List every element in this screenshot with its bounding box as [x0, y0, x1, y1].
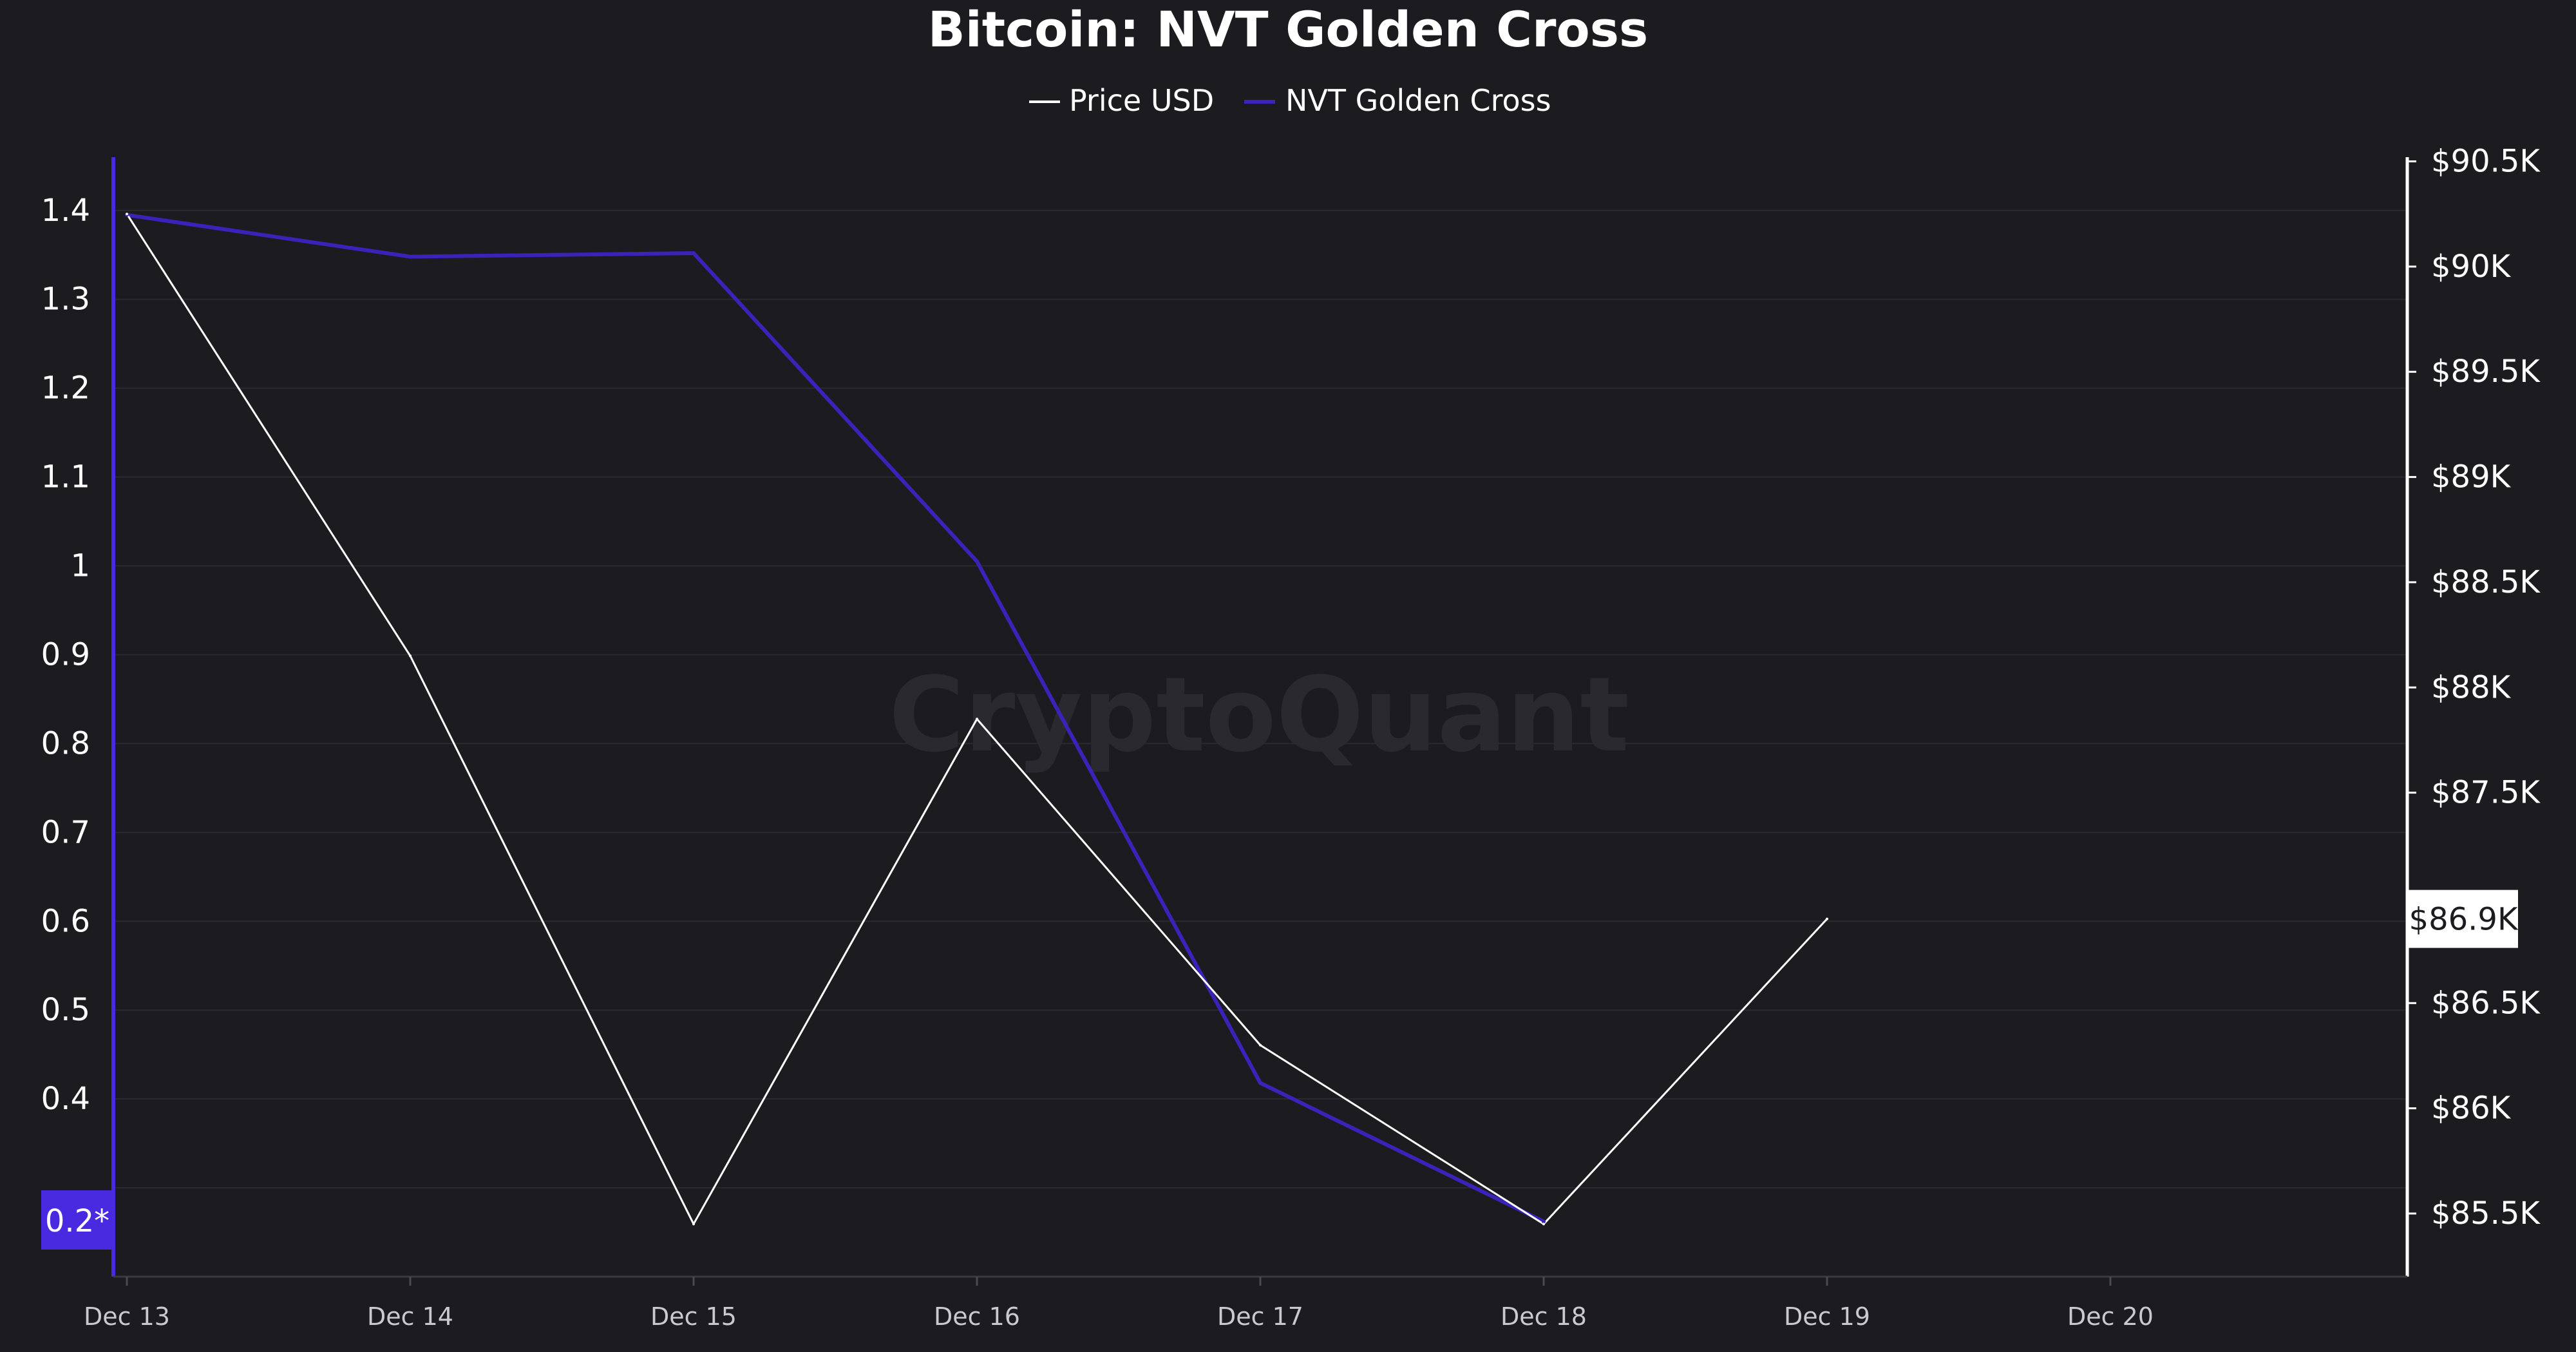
data-point-price: [692, 1223, 695, 1226]
data-point-nvt: [1258, 1081, 1262, 1085]
data-point-price: [1259, 1043, 1262, 1047]
y-left-tick-label: 0.5: [41, 992, 90, 1028]
data-point-nvt: [408, 254, 412, 259]
y-right-tick-label: $88.5K: [2431, 564, 2541, 600]
y-right-tick-label: $86K: [2431, 1090, 2512, 1127]
x-tick-label: Dec 13: [84, 1302, 170, 1331]
y-left-tick-label: 0.4: [41, 1081, 90, 1117]
y-left-tick-label: 1.4: [41, 193, 90, 229]
x-tick-label: Dec 19: [1784, 1302, 1870, 1331]
left-axis-badge-label: 0.2*: [45, 1203, 109, 1239]
y-left-tick-label: 0.6: [41, 903, 90, 939]
x-tick-label: Dec 20: [2067, 1302, 2154, 1331]
y-right-tick-label: $89K: [2431, 459, 2512, 495]
current-price-badge-label: $86.9K: [2409, 902, 2519, 938]
y-left-tick-label: 1.1: [41, 459, 90, 495]
legend-item-price[interactable]: Price USD: [1029, 83, 1214, 118]
x-tick-label: Dec 16: [934, 1302, 1020, 1331]
y-left-tick-label: 0.9: [41, 636, 90, 672]
x-tick-label: Dec 18: [1501, 1302, 1587, 1331]
data-point-price: [409, 654, 412, 658]
legend-label-price: Price USD: [1069, 83, 1214, 118]
data-point-price: [1826, 917, 1828, 920]
series-line-nvt: [126, 213, 1545, 1224]
data-point-nvt: [975, 559, 979, 564]
data-point-price: [976, 718, 978, 721]
data-point-nvt: [1542, 1219, 1546, 1224]
y-left-ticks: 1.4 1.3 1.2 1.1 1 0.9 0.8 0.7 0.6 0.5 0.4: [41, 193, 90, 1117]
x-tick-label: Dec 14: [367, 1302, 453, 1331]
y-left-tick-label: 0.7: [41, 814, 90, 850]
current-price-badge: $86.9K: [2409, 890, 2519, 948]
grid-lines: [113, 209, 2407, 1189]
y-right-tick-label: $89.5K: [2431, 354, 2541, 390]
legend-item-nvt[interactable]: NVT Golden Cross: [1244, 83, 1551, 118]
y-left-tick-label: 1.3: [41, 281, 90, 318]
left-axis-badge: 0.2*: [41, 1190, 113, 1250]
data-point-price: [1542, 1223, 1545, 1226]
series-points: [125, 213, 1828, 1226]
y-right-tick-label: $90K: [2431, 249, 2512, 285]
y-left-tick-label: 1.2: [41, 370, 90, 406]
legend: Price USD NVT Golden Cross: [1029, 83, 1551, 118]
y-right-tick-label: $86.5K: [2431, 985, 2541, 1021]
watermark: CryptoQuant: [889, 654, 1629, 775]
x-tick-label: Dec 15: [650, 1302, 737, 1331]
data-point-nvt: [692, 251, 696, 255]
y-right-tick-label: $88K: [2431, 669, 2512, 705]
y-right-tick-label: $90.5K: [2431, 144, 2541, 180]
y-right-tick-label: $85.5K: [2431, 1195, 2541, 1232]
x-tick-label: Dec 17: [1217, 1302, 1303, 1331]
legend-label-nvt: NVT Golden Cross: [1285, 83, 1551, 118]
y-right-tick-label: $87.5K: [2431, 775, 2541, 811]
y-right-ticks: $90.5K $90K $89.5K $89K $88.5K $88K $87.5K $86.…: [2407, 144, 2541, 1232]
data-point-price: [126, 213, 128, 216]
y-left-tick-label: 0.8: [41, 725, 90, 761]
chart-title: Bitcoin: NVT Golden Cross: [928, 1, 1648, 58]
left-axis-badge-box: [41, 1190, 113, 1250]
x-ticks: Dec 13 Dec 14 Dec 15 Dec 16 Dec 17 Dec 18 Dec …: [84, 1277, 2154, 1331]
current-price-badge-box: [2409, 890, 2518, 948]
y-left-tick-label: 1: [70, 548, 90, 584]
